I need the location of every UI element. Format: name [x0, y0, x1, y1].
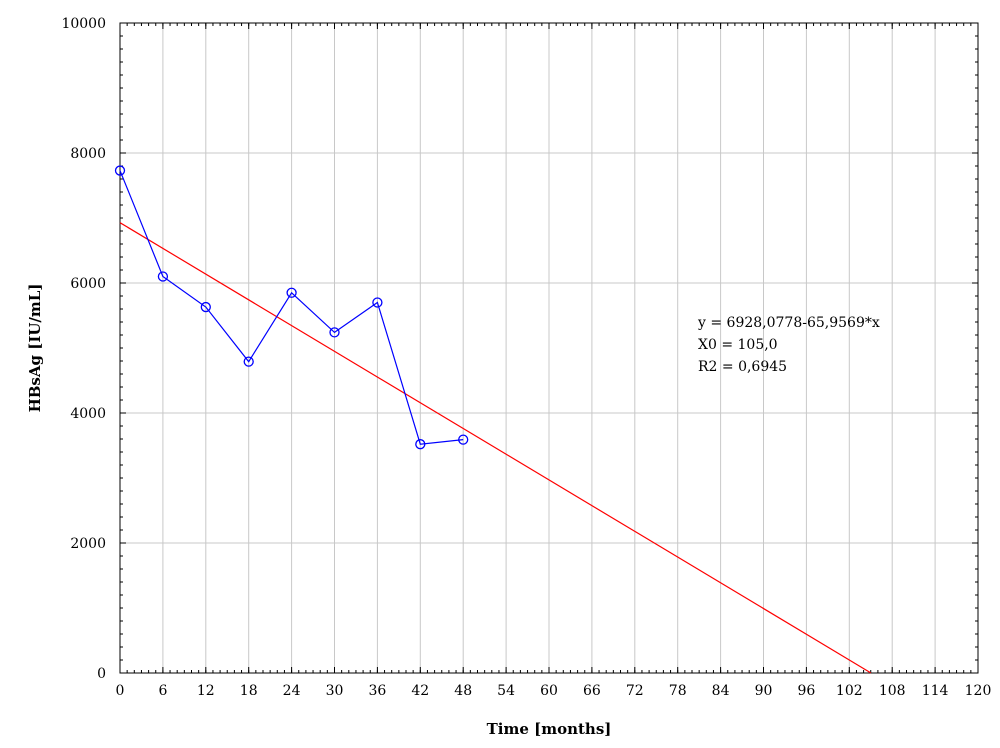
x-tick-label: 18: [240, 683, 258, 699]
y-axis-title: HBsAg [IU/mL]: [26, 284, 44, 413]
x-tick-label: 102: [836, 683, 863, 699]
x-tick-label: 72: [626, 683, 644, 699]
y-tick-label: 6000: [70, 276, 106, 292]
data-point: [243, 356, 254, 367]
annotation-equation: y = 6928,0778-65,9569*x: [697, 315, 880, 331]
data-point: [157, 271, 169, 282]
y-tick-label: 8000: [70, 146, 106, 162]
x-tick-label: 30: [326, 683, 344, 699]
x-tick-label: 108: [879, 683, 906, 699]
data-point: [458, 434, 469, 445]
data-point: [200, 301, 211, 313]
x-tick-label: 84: [712, 683, 730, 699]
x-tick-label: 42: [411, 683, 429, 699]
x-tick-label: 60: [540, 683, 558, 699]
grid: [120, 23, 978, 673]
x-tick-label: 0: [116, 683, 125, 699]
data-series-line: [119, 170, 464, 445]
y-tick-label: 10000: [61, 16, 106, 32]
x-tick-label: 114: [922, 683, 949, 699]
x-tick-label: 12: [197, 683, 215, 699]
annotation-x0: X0 = 105,0: [698, 337, 778, 353]
x-tick-label: 66: [583, 683, 601, 699]
data-point: [286, 287, 297, 298]
data-point: [372, 297, 383, 308]
x-tick-label: 54: [497, 683, 515, 699]
x-tick-label: 24: [283, 683, 301, 699]
regression-line: [119, 222, 872, 674]
x-tick-label: 6: [158, 683, 167, 699]
y-tick-label: 4000: [70, 406, 106, 422]
x-tick-label: 120: [965, 683, 992, 699]
data-point: [415, 439, 426, 450]
data-point: [114, 165, 126, 176]
x-tick-label: 78: [669, 683, 687, 699]
x-tick-label: 36: [368, 683, 386, 699]
series-layer: [114, 165, 469, 450]
fit-line-layer: [119, 222, 872, 674]
data-point: [329, 327, 340, 338]
x-tick-label: 96: [797, 683, 815, 699]
y-tick-label: 0: [97, 666, 106, 682]
y-tick-label: 2000: [70, 536, 106, 552]
x-tick-label: 90: [755, 683, 773, 699]
ticks: 0 6 12 18 24 30 36 42 48 54 60 66 72 78 84 90 96 102 108 11…: [61, 16, 991, 699]
annotation-r2: R2 = 0,6945: [698, 359, 787, 375]
x-tick-label: 48: [454, 683, 472, 699]
x-axis-title: Time [months]: [487, 720, 612, 738]
